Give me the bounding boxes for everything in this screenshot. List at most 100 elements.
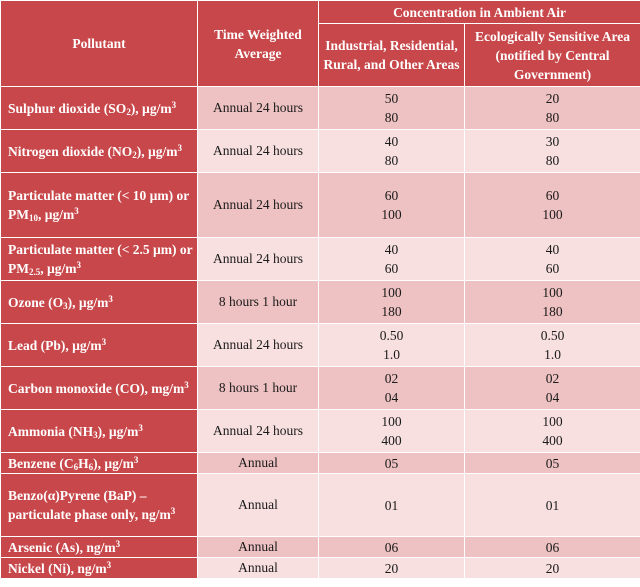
industrial-value-cell: 50 80 bbox=[318, 86, 465, 130]
sensitive-area-value: 400 bbox=[542, 433, 563, 448]
time-weighted-average: Annual bbox=[197, 557, 319, 579]
sensitive-area-value-cell: 20 bbox=[463, 557, 640, 579]
sensitive-area-value-cell: 0.50 1.0 bbox=[463, 323, 640, 367]
table-body: Sulphur dioxide (SO2), µg/m3 Annual 24 ho… bbox=[0, 86, 640, 579]
industrial-value: 01 bbox=[384, 497, 399, 513]
table-row: Benzene (C6H6), µg/m3 Annual 05 05 bbox=[0, 452, 640, 474]
time-weighted-average: Annual 24 hours bbox=[197, 129, 319, 173]
header-time-weighted-average: Time Weighted Average bbox=[197, 0, 319, 87]
sensitive-area-value: 60 bbox=[545, 261, 560, 276]
time-weighted-average: Annual bbox=[197, 473, 319, 537]
time-weighted-average: 8 hours 1 hour bbox=[197, 366, 319, 410]
pollutant-name: Nitrogen dioxide (NO2), µg/m3 bbox=[0, 129, 198, 173]
header-pollutant: Pollutant bbox=[0, 0, 198, 87]
time-weighted-average: Annual 24 hours bbox=[197, 237, 319, 281]
time-weighted-average: Annual 24 hours bbox=[197, 409, 319, 453]
industrial-value: 40 bbox=[384, 242, 399, 257]
sensitive-area-value: 100 bbox=[542, 285, 563, 300]
table-row: Lead (Pb), µg/m3 Annual 24 hours 0.50 1.0 0.… bbox=[0, 323, 640, 367]
sensitive-area-value-cell: 40 60 bbox=[463, 237, 640, 281]
sensitive-area-value-cell: 06 bbox=[463, 536, 640, 558]
sensitive-area-value-cell: 100 400 bbox=[463, 409, 640, 453]
sensitive-area-value-cell: 20 80 bbox=[463, 86, 640, 130]
table-row: Nickel (Ni), ng/m3 Annual 20 20 bbox=[0, 557, 640, 579]
industrial-value: 1.0 bbox=[383, 347, 400, 362]
table-row: Benzo(α)Pyrene (BaP) – particulate phase… bbox=[0, 473, 640, 537]
time-weighted-average: Annual bbox=[197, 536, 319, 558]
sensitive-area-value: 30 bbox=[545, 134, 560, 149]
table-row: Ozone (O3), µg/m3 8 hours 1 hour 100 180 100… bbox=[0, 280, 640, 324]
industrial-value: 40 bbox=[384, 134, 399, 149]
sensitive-area-value-cell: 01 bbox=[463, 473, 640, 537]
sensitive-area-value: 04 bbox=[545, 390, 560, 405]
industrial-value-cell: 100 400 bbox=[318, 409, 465, 453]
table-row: Sulphur dioxide (SO2), µg/m3 Annual 24 ho… bbox=[0, 86, 640, 130]
sensitive-area-value: 0.50 bbox=[540, 328, 565, 343]
sensitive-area-value: 180 bbox=[542, 304, 563, 319]
industrial-value: 20 bbox=[384, 560, 399, 576]
industrial-value-cell: 01 bbox=[318, 473, 465, 537]
sensitive-area-value: 01 bbox=[545, 497, 560, 513]
sensitive-area-value: 80 bbox=[545, 153, 560, 168]
time-weighted-average: Annual 24 hours bbox=[197, 172, 319, 238]
industrial-value-cell: 40 60 bbox=[318, 237, 465, 281]
industrial-value: 60 bbox=[384, 188, 399, 203]
sensitive-area-value: 80 bbox=[545, 110, 560, 125]
sensitive-area-value: 20 bbox=[545, 560, 560, 576]
industrial-value: 80 bbox=[384, 153, 399, 168]
industrial-value-cell: 20 bbox=[318, 557, 465, 579]
time-weighted-average: Annual 24 hours bbox=[197, 323, 319, 367]
sensitive-area-value: 20 bbox=[545, 91, 560, 106]
time-weighted-average: Annual bbox=[197, 452, 319, 474]
table-row: Particulate matter (< 10 µm) or PM10, µg… bbox=[0, 172, 640, 238]
industrial-value-cell: 05 bbox=[318, 452, 465, 474]
industrial-value: 100 bbox=[381, 285, 402, 300]
sensitive-area-value-cell: 100 180 bbox=[463, 280, 640, 324]
sensitive-area-value: 40 bbox=[545, 242, 560, 257]
industrial-value: 100 bbox=[381, 414, 402, 429]
industrial-value-cell: 40 80 bbox=[318, 129, 465, 173]
industrial-value: 06 bbox=[384, 539, 399, 555]
industrial-value: 100 bbox=[381, 207, 402, 222]
table-row: Ammonia (NH3), µg/m3 Annual 24 hours 100 40… bbox=[0, 409, 640, 453]
industrial-value: 400 bbox=[381, 433, 402, 448]
pollutant-name: Benzene (C6H6), µg/m3 bbox=[0, 452, 198, 474]
industrial-value-cell: 0.50 1.0 bbox=[318, 323, 465, 367]
sensitive-area-value: 05 bbox=[545, 455, 560, 471]
table-row: Particulate matter (< 2.5 µm) or PM2.5, … bbox=[0, 237, 640, 281]
industrial-value: 04 bbox=[384, 390, 399, 405]
sensitive-area-value: 100 bbox=[542, 414, 563, 429]
pollutant-name: Arsenic (As), ng/m3 bbox=[0, 536, 198, 558]
industrial-value: 50 bbox=[384, 91, 399, 106]
industrial-value: 180 bbox=[381, 304, 402, 319]
sensitive-area-value: 100 bbox=[542, 207, 563, 222]
industrial-value-cell: 60 100 bbox=[318, 172, 465, 238]
header-concentration: Concentration in Ambient Air bbox=[317, 0, 640, 24]
sensitive-area-value-cell: 30 80 bbox=[463, 129, 640, 173]
sensitive-area-value-cell: 02 04 bbox=[463, 366, 640, 410]
time-weighted-average: 8 hours 1 hour bbox=[197, 280, 319, 324]
industrial-value: 02 bbox=[384, 371, 399, 386]
time-weighted-average: Annual 24 hours bbox=[197, 86, 319, 130]
pollutant-name: Particulate matter (< 10 µm) or PM10, µg… bbox=[0, 172, 198, 238]
table-row: Carbon monoxide (CO), mg/m3 8 hours 1 hou… bbox=[0, 366, 640, 410]
sensitive-area-value: 1.0 bbox=[544, 347, 561, 362]
industrial-value-cell: 02 04 bbox=[318, 366, 465, 410]
sensitive-area-value: 60 bbox=[545, 188, 560, 203]
sensitive-area-value: 06 bbox=[545, 539, 560, 555]
header-ecologically-sensitive-area: Ecologically Sensitive Area (notified by… bbox=[463, 23, 640, 87]
pollutant-name: Lead (Pb), µg/m3 bbox=[0, 323, 198, 367]
industrial-value: 60 bbox=[384, 261, 399, 276]
table-row: Arsenic (As), ng/m3 Annual 06 06 bbox=[0, 536, 640, 558]
industrial-value: 80 bbox=[384, 110, 399, 125]
table-row: Nitrogen dioxide (NO2), µg/m3 Annual 24 h… bbox=[0, 129, 640, 173]
industrial-value: 0.50 bbox=[379, 328, 404, 343]
industrial-value-cell: 100 180 bbox=[318, 280, 465, 324]
sensitive-area-value-cell: 05 bbox=[463, 452, 640, 474]
sensitive-area-value-cell: 60 100 bbox=[463, 172, 640, 238]
pollutant-name: Particulate matter (< 2.5 µm) or PM2.5, … bbox=[0, 237, 198, 281]
pollutant-name: Nickel (Ni), ng/m3 bbox=[0, 557, 198, 579]
pollutant-name: Ozone (O3), µg/m3 bbox=[0, 280, 198, 324]
header-industrial-areas: Industrial, Residential, Rural, and Othe… bbox=[318, 23, 465, 87]
